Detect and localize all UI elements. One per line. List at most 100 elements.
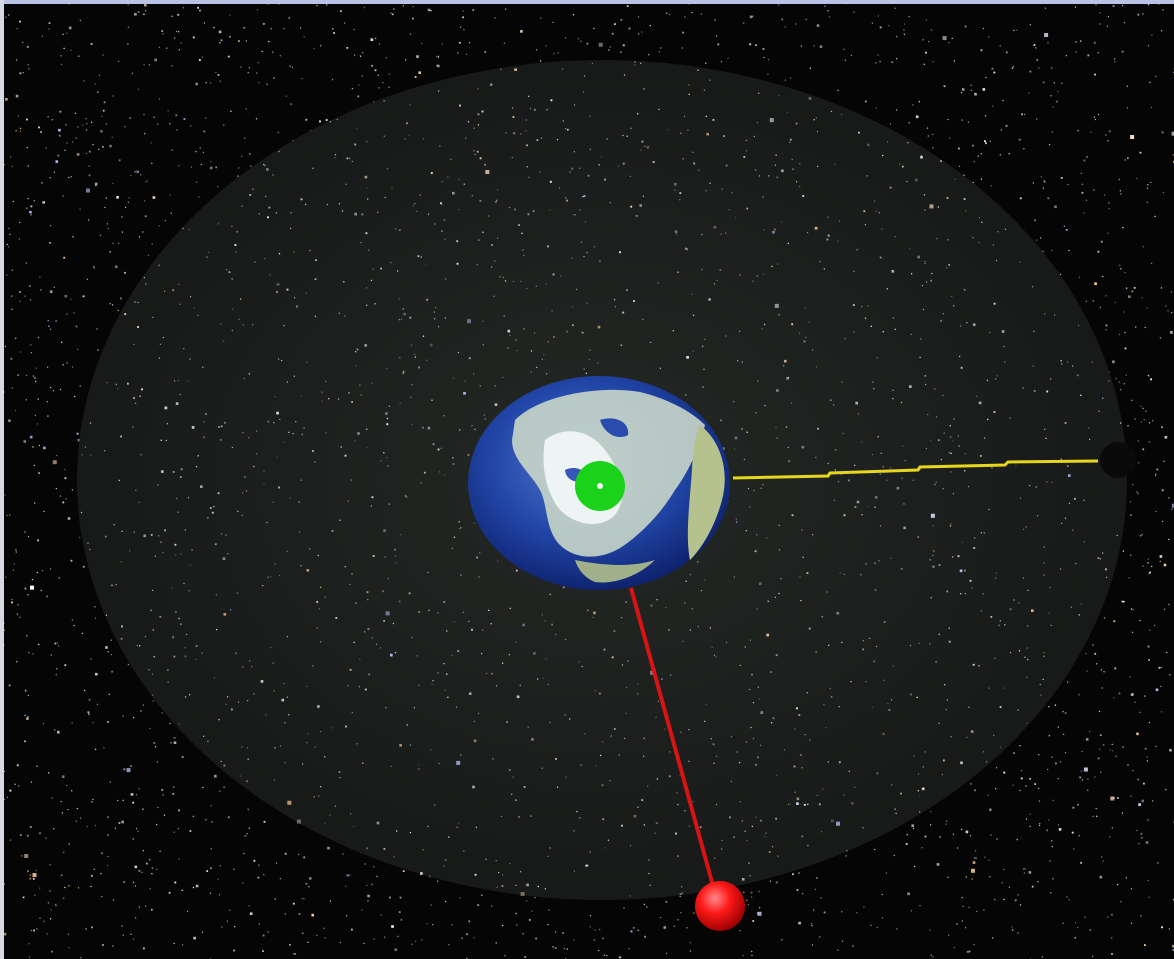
star xyxy=(892,317,894,319)
star xyxy=(1040,694,1042,696)
star xyxy=(294,297,296,299)
star xyxy=(747,488,749,490)
star xyxy=(55,674,57,676)
star xyxy=(328,398,330,400)
star xyxy=(77,126,79,128)
star xyxy=(87,542,89,544)
star xyxy=(26,207,28,209)
star xyxy=(959,355,961,357)
star xyxy=(382,82,384,84)
star xyxy=(223,613,227,616)
star xyxy=(413,707,415,709)
star xyxy=(702,386,704,388)
star xyxy=(210,161,212,163)
star xyxy=(892,398,894,400)
star xyxy=(1078,276,1081,278)
star xyxy=(807,844,809,847)
star xyxy=(263,163,265,166)
star xyxy=(158,535,160,537)
star xyxy=(686,927,688,929)
star xyxy=(164,406,168,410)
star xyxy=(637,683,639,685)
star xyxy=(354,143,357,146)
star xyxy=(36,765,38,767)
star xyxy=(689,629,691,631)
star xyxy=(603,954,605,956)
star xyxy=(283,683,285,685)
star xyxy=(134,171,136,173)
star xyxy=(598,950,600,952)
star xyxy=(177,13,180,16)
star xyxy=(101,852,103,855)
star xyxy=(1164,608,1166,610)
star xyxy=(415,940,417,942)
star xyxy=(267,421,269,423)
star xyxy=(874,496,878,499)
star xyxy=(1154,624,1156,627)
star xyxy=(366,847,369,850)
star xyxy=(60,63,63,65)
star xyxy=(527,726,529,728)
star xyxy=(1162,9,1164,11)
star xyxy=(801,445,805,449)
star xyxy=(1023,868,1025,870)
star xyxy=(334,154,337,156)
star xyxy=(117,309,119,312)
star xyxy=(943,759,945,762)
star xyxy=(1094,652,1097,655)
star xyxy=(38,444,40,447)
star xyxy=(1032,365,1034,367)
star xyxy=(81,632,83,634)
star xyxy=(203,436,205,438)
star xyxy=(1075,563,1077,565)
star xyxy=(16,27,18,30)
star xyxy=(777,263,779,265)
star xyxy=(354,143,357,146)
star xyxy=(245,108,247,110)
star xyxy=(137,11,140,13)
star xyxy=(1081,183,1084,185)
star xyxy=(914,865,916,868)
star xyxy=(334,805,336,807)
star xyxy=(425,264,427,266)
star xyxy=(565,638,567,641)
star xyxy=(244,476,246,478)
star xyxy=(153,742,156,744)
star xyxy=(697,626,699,628)
star xyxy=(770,671,772,673)
star xyxy=(79,536,81,539)
star xyxy=(502,276,504,278)
star xyxy=(764,323,766,326)
star xyxy=(523,786,526,788)
star xyxy=(735,518,737,520)
star xyxy=(102,54,104,56)
yellow-orbit-line xyxy=(732,459,1099,480)
star xyxy=(20,127,22,129)
star xyxy=(298,531,301,533)
star xyxy=(1047,197,1050,200)
star xyxy=(206,870,209,872)
star xyxy=(988,36,990,38)
star xyxy=(90,454,92,456)
star xyxy=(190,166,192,168)
star xyxy=(687,129,689,131)
star xyxy=(1019,745,1021,747)
star xyxy=(1074,6,1077,8)
star xyxy=(573,151,575,153)
star xyxy=(89,548,91,551)
star xyxy=(110,654,113,656)
star xyxy=(1127,764,1129,766)
star xyxy=(445,278,447,280)
red-sphere-marker[interactable] xyxy=(695,881,745,931)
star xyxy=(245,40,247,42)
star xyxy=(278,150,280,153)
star xyxy=(418,684,420,686)
star xyxy=(249,660,251,662)
star xyxy=(650,341,652,343)
star xyxy=(665,901,668,903)
star xyxy=(844,59,846,61)
star xyxy=(799,163,801,165)
star xyxy=(244,137,246,139)
